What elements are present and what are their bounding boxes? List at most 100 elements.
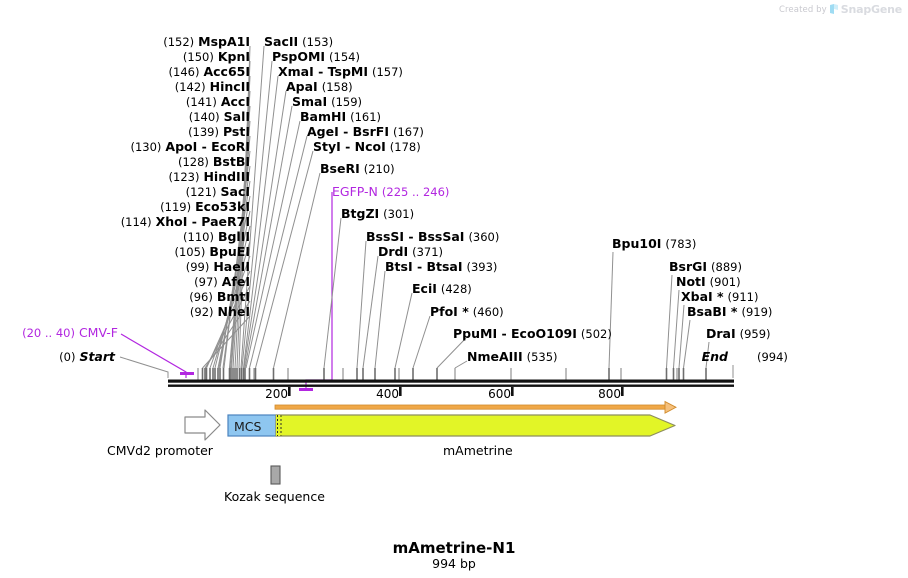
enzyme-name: Acc65I (203, 64, 250, 79)
terminal-label-end[interactable]: End (702, 350, 728, 363)
enzyme-label-nmeaiii[interactable]: NmeAIII (535) (467, 350, 558, 364)
enzyme-label-sacii[interactable]: SacII (153) (264, 35, 333, 49)
enzyme-label-drdi[interactable]: DrdI (371) (378, 245, 443, 259)
enzyme-position: (140) (188, 110, 220, 124)
enzyme-label-drai[interactable]: DraI (959) (706, 327, 771, 341)
enzyme-position: (393) (466, 260, 498, 274)
terminal-position: (994) (757, 350, 788, 364)
enzyme-label-apai[interactable]: ApaI (158) (286, 80, 353, 94)
enzyme-label-bsrgi[interactable]: BsrGI (889) (669, 260, 742, 274)
enzyme-position: (178) (389, 140, 421, 154)
primer-position: (20 .. 40) (22, 326, 75, 340)
enzyme-name: NotI (676, 274, 706, 289)
enzyme-position: (153) (302, 35, 334, 49)
enzyme-label-bseri[interactable]: BseRI (210) (320, 162, 395, 176)
enzyme-name: SmaI (292, 94, 328, 109)
enzyme-label-afei[interactable]: (97) AfeI (194, 275, 250, 289)
primer-mark-cmv-f (180, 372, 194, 375)
enzyme-name: KpnI (217, 49, 250, 64)
terminal-label-start[interactable]: (0) Start (59, 350, 115, 364)
enzyme-position: (121) (185, 185, 217, 199)
enzyme-name: BglII (217, 229, 250, 244)
enzyme-name: StyI - NcoI (313, 139, 386, 154)
enzyme-label-xbai[interactable]: XbaI * (911) (681, 290, 758, 304)
enzyme-name: SalI (223, 109, 250, 124)
enzyme-position: (110) (183, 230, 214, 244)
enzyme-label-btsi-btsai[interactable]: BtsI - BtsaI (393) (385, 260, 497, 274)
enzyme-label-bpu10i[interactable]: Bpu10I (783) (612, 237, 696, 251)
feature-mametrine[interactable] (275, 414, 676, 437)
primer-label-cmv-f[interactable]: (20 .. 40) CMV-F (22, 326, 118, 340)
enzyme-position: (428) (440, 282, 472, 296)
enzyme-label-acc65i[interactable]: (146) Acc65I (169, 65, 250, 79)
enzyme-label-psti[interactable]: (139) PstI (188, 125, 250, 139)
enzyme-position: (158) (321, 80, 353, 94)
enzyme-name: BseRI (320, 161, 360, 176)
enzyme-label-bmti[interactable]: (96) BmtI (189, 290, 250, 304)
enzyme-name: ApoI - EcoRI (165, 139, 250, 154)
terminal-name: End (701, 349, 728, 364)
enzyme-label-acci[interactable]: (141) AccI (186, 95, 250, 109)
enzyme-label-bsabi[interactable]: BsaBI * (919) (687, 305, 772, 319)
feature-cmvd2-promoter[interactable] (184, 409, 221, 441)
enzyme-label-bamhi[interactable]: BamHI (161) (300, 110, 381, 124)
enzyme-label-ppumi-ecoo109i[interactable]: PpuMI - EcoO109I (502) (453, 327, 612, 341)
enzyme-label-sali[interactable]: (140) SalI (189, 110, 250, 124)
enzyme-label-smai[interactable]: SmaI (159) (292, 95, 362, 109)
enzyme-label-ecii[interactable]: EciI (428) (412, 282, 472, 296)
enzyme-label-haeii[interactable]: (99) HaeII (186, 260, 250, 274)
enzyme-label-bpuei[interactable]: (105) BpuEI (175, 245, 251, 259)
enzyme-position: (141) (185, 95, 217, 109)
enzyme-label-bglii[interactable]: (110) BglII (183, 230, 250, 244)
orf-orange-bar (274, 400, 677, 414)
enzyme-name: DraI (706, 326, 736, 341)
enzyme-label-bstbi[interactable]: (128) BstBI (178, 155, 250, 169)
enzyme-label-noti[interactable]: NotI (901) (676, 275, 741, 289)
enzyme-label-mspa1i[interactable]: (152) MspA1I (163, 35, 250, 49)
enzyme-position: (159) (331, 95, 363, 109)
enzyme-label-apoi-ecori[interactable]: (130) ApoI - EcoRI (131, 140, 251, 154)
enzyme-name: HindIII (203, 169, 250, 184)
feature-kozak-sequence[interactable] (270, 465, 281, 485)
enzyme-name: PpuMI - EcoO109I (453, 326, 577, 341)
enzyme-position: (460) (472, 305, 504, 319)
enzyme-position: (535) (526, 350, 558, 364)
enzyme-name: AgeI - BsrFI (307, 124, 389, 139)
enzyme-name: Eco53kI (195, 199, 250, 214)
enzyme-position: (901) (709, 275, 741, 289)
plasmid-title: mAmetrine-N1 (392, 539, 516, 557)
enzyme-name: PspOMI (272, 49, 326, 64)
enzyme-position: (161) (350, 110, 382, 124)
enzyme-name: AfeI (221, 274, 250, 289)
enzyme-name: BsrGI (669, 259, 708, 274)
enzyme-name: BmtI (216, 289, 250, 304)
enzyme-name: AccI (220, 94, 250, 109)
enzyme-label-pspomi[interactable]: PspOMI (154) (272, 50, 360, 64)
enzyme-name: Bpu10I (612, 236, 662, 251)
enzyme-label-eco53ki[interactable]: (119) Eco53kI (160, 200, 250, 214)
enzyme-position: (959) (739, 327, 771, 341)
enzyme-label-agei-bsrfi[interactable]: AgeI - BsrFI (167) (307, 125, 424, 139)
enzyme-name: XhoI - PaeR7I (155, 214, 250, 229)
enzyme-position: (97) (194, 275, 218, 289)
primer-label-egfp-n[interactable]: EGFP-N (225 .. 246) (332, 185, 449, 199)
enzyme-label-nhei[interactable]: (92) NheI (190, 305, 250, 319)
enzyme-label-kpni[interactable]: (150) KpnI (183, 50, 250, 64)
enzyme-label-pfoi[interactable]: PfoI * (460) (430, 305, 504, 319)
enzyme-name: BsaBI * (687, 304, 738, 319)
enzyme-name: BtgZI (341, 206, 380, 221)
enzyme-label-xmai-tspmi[interactable]: XmaI - TspMI (157) (278, 65, 403, 79)
enzyme-name: XbaI * (681, 289, 724, 304)
enzyme-position: (154) (329, 50, 360, 64)
snapgene-watermark: Created by SnapGene (779, 3, 902, 16)
enzyme-label-saci[interactable]: (121) SacI (186, 185, 250, 199)
enzyme-label-hincii[interactable]: (142) HincII (175, 80, 250, 94)
enzyme-label-styi-ncoi[interactable]: StyI - NcoI (178) (313, 140, 421, 154)
enzyme-label-btgzi[interactable]: BtgZI (301) (341, 207, 414, 221)
enzyme-label-hindiii[interactable]: (123) HindIII (169, 170, 250, 184)
enzyme-label-xhoi-paer7i[interactable]: (114) XhoI - PaeR7I (121, 215, 250, 229)
enzyme-label-bsssi-bsssai[interactable]: BssSI - BssSaI (360) (366, 230, 499, 244)
enzyme-position: (502) (580, 327, 612, 341)
enzyme-name: ApaI (286, 79, 318, 94)
